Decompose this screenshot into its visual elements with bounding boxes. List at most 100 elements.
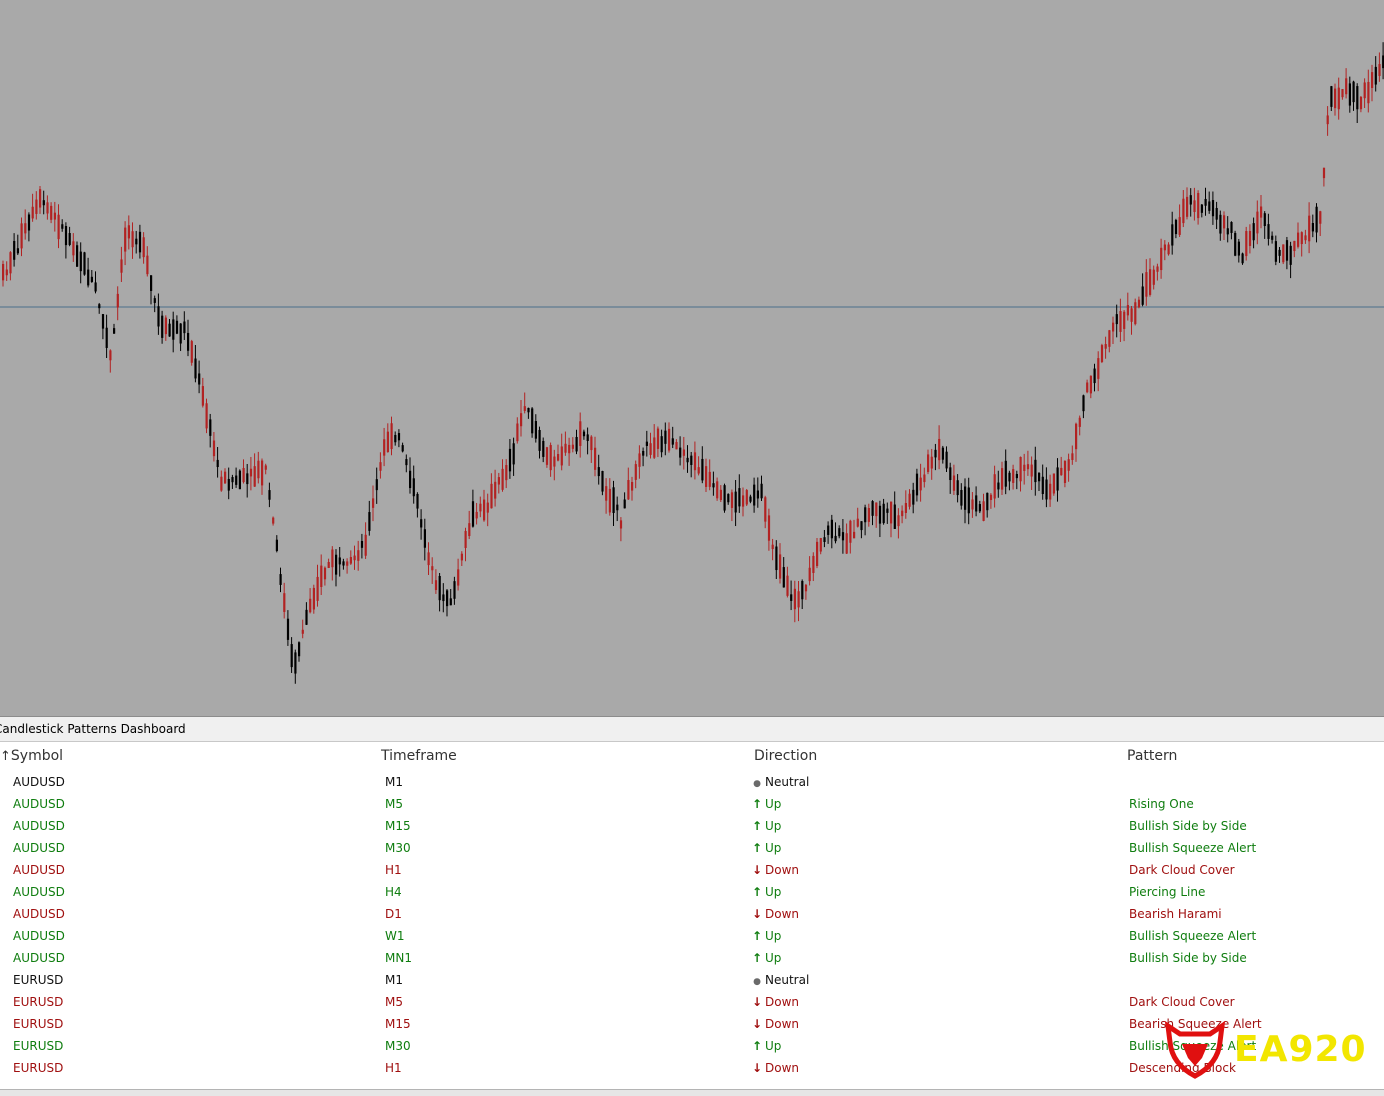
candle-body [101,314,105,329]
candle-body [412,478,415,497]
candle-body [331,549,334,568]
candle-body [841,532,845,541]
candle-body [1030,464,1033,477]
candle-body [875,502,878,517]
table-row[interactable]: AUDUSD M15 ↑ Up Bullish Side by Side [0,815,1384,837]
candle-body [871,501,874,516]
table-row[interactable]: EURUSD M1 ● Neutral [0,969,1384,991]
candle-body [1237,241,1240,256]
candle-body [127,225,130,239]
candle-body [897,515,900,527]
candle-body [1297,232,1300,247]
pattern-cell: Bullish Squeeze Alert [1129,929,1257,943]
candle-body [1267,224,1270,239]
timeframe-cell: W1 [385,929,405,943]
candle-body [867,508,870,522]
candle-body [601,471,604,492]
table-row[interactable]: EURUSD M5 ↓ Down Dark Cloud Cover [0,991,1384,1013]
candle-body [497,477,500,485]
column-header-timeframe[interactable]: Timeframe [381,748,457,764]
candle-body [1208,201,1211,211]
horizontal-scrollbar[interactable] [0,1089,1384,1096]
candle-body [860,521,863,531]
candle-body [471,501,475,527]
price-chart[interactable] [0,0,1384,716]
table-row[interactable]: AUDUSD D1 ↓ Down Bearish Harami [0,903,1384,925]
candle-body [719,489,722,500]
timeframe-cell: M5 [385,797,403,811]
candle-body [61,224,64,229]
candle-body [457,569,460,586]
table-row[interactable]: AUDUSD H1 ↓ Down Dark Cloud Cover [0,859,1384,881]
candle-body [401,445,404,452]
candle-body [342,561,345,566]
symbol-cell: AUDUSD [13,951,65,965]
candle-body [53,212,56,220]
table-row[interactable]: EURUSD M15 ↓ Down Bearish Squeeze Alert [0,1013,1384,1035]
candle-body [597,467,600,477]
direction-cell: ↓ Down [751,903,799,925]
candle-body [1311,223,1314,232]
column-header-symbol[interactable]: ↑Symbol [0,748,64,764]
candle-body [1271,235,1274,240]
candle-body [305,609,308,625]
candle-body [1071,453,1074,461]
candle-body [161,315,164,338]
candle-body [790,594,793,601]
candle-body [693,452,697,471]
timeframe-cell: H1 [385,1061,402,1075]
direction-cell: ↓ Down [751,1013,799,1035]
candle-body [205,403,208,429]
candle-body [1163,244,1166,251]
candle-body [442,594,445,602]
candle-body [272,517,275,524]
candle-body [1330,86,1333,107]
direction-label: Down [765,907,800,921]
candle-body [623,499,626,509]
direction-label: Up [765,841,782,855]
candle-body [46,202,49,214]
candle-body [886,508,889,513]
candle-body [264,465,267,470]
candle-body [131,231,134,248]
candle-body [5,269,8,276]
candle-body [1141,286,1144,305]
candle-body [1119,311,1122,332]
table-row[interactable]: AUDUSD W1 ↑ Up Bullish Squeeze Alert [0,925,1384,947]
candle-body [375,479,378,491]
candle-body [786,575,789,596]
direction-label: Up [765,885,782,899]
table-row[interactable]: AUDUSD M30 ↑ Up Bullish Squeeze Alert [0,837,1384,859]
direction-cell: ● Neutral [751,771,809,795]
candle-body [952,475,956,491]
table-row[interactable]: AUDUSD M5 ↑ Up Rising One [0,793,1384,815]
timeframe-cell: M5 [385,995,403,1009]
candle-body [1230,222,1233,233]
candle-body [682,449,685,456]
candle-body [1086,382,1089,393]
column-header-pattern[interactable]: Pattern [1127,748,1178,764]
symbol-cell: EURUSD [13,973,64,987]
column-header-direction[interactable]: Direction [754,748,818,764]
candle-body [1223,215,1226,229]
candle-body [782,567,785,588]
pattern-cell: Rising One [1129,797,1194,811]
candle-body [997,482,1000,490]
candle-body [76,245,79,267]
candle-body [830,519,833,539]
candle-body [1001,468,1004,490]
candle-body [967,487,970,514]
candle-body [1315,206,1318,233]
table-row[interactable]: AUDUSD MN1 ↑ Up Bullish Side by Side [0,947,1384,969]
candle-body [779,554,782,579]
table-row[interactable]: AUDUSD M1 ● Neutral [0,771,1384,793]
candle-body [464,530,467,548]
table-row[interactable]: AUDUSD H4 ↑ Up Piercing Line [0,881,1384,903]
candle-body [1304,235,1307,241]
candle-body [1241,253,1244,264]
timeframe-cell: M15 [385,1017,411,1031]
direction-cell: ↓ Down [751,1057,799,1079]
symbol-cell: AUDUSD [13,929,65,943]
candle-body [1171,224,1174,246]
candle-body [1108,330,1111,347]
